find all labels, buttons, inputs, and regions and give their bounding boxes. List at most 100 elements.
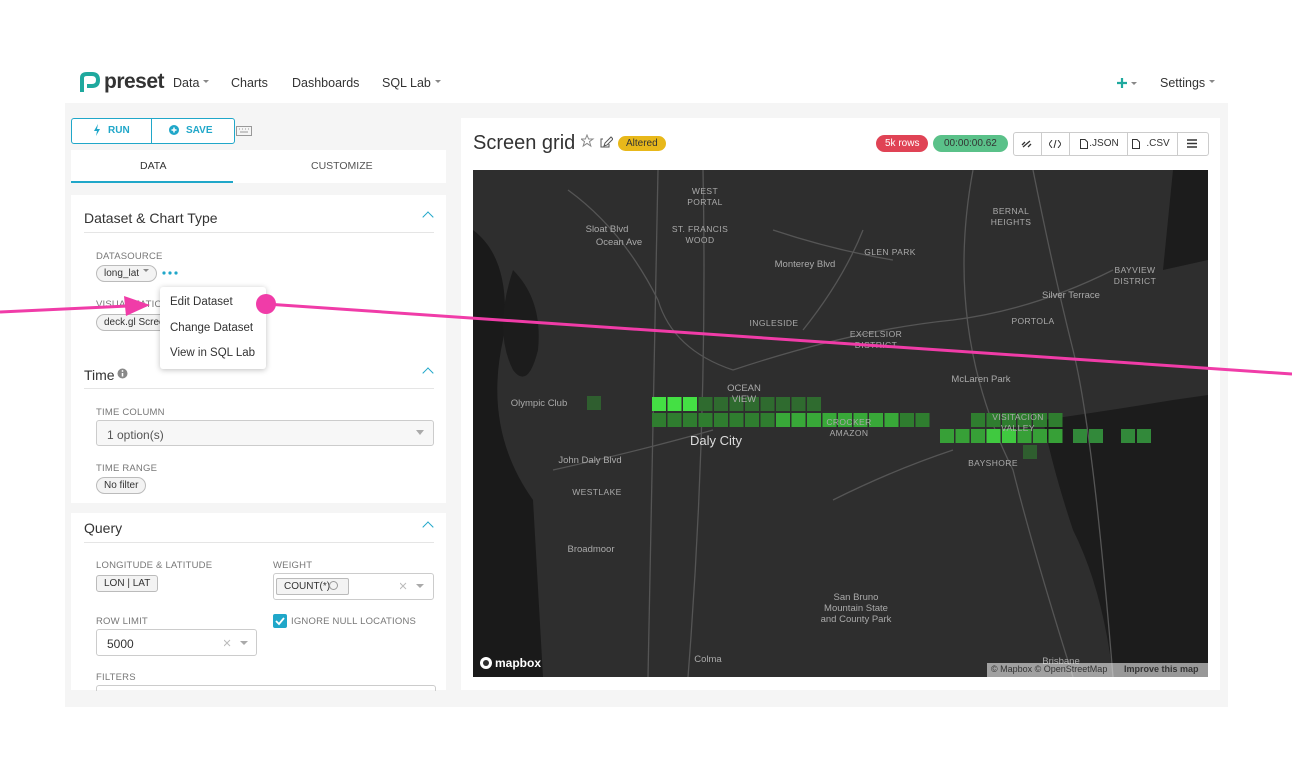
grid-cell	[1048, 429, 1063, 443]
field-label: DATASOURCE	[96, 251, 163, 262]
divider	[84, 388, 434, 389]
grid-cell	[971, 429, 985, 443]
grid-cell	[791, 413, 806, 427]
grid-cell	[915, 413, 930, 427]
lonlat-chip[interactable]: LON | LAT	[96, 575, 159, 592]
title-icons[interactable]	[581, 134, 613, 148]
save-button[interactable]: SAVE	[186, 125, 213, 136]
chart-title[interactable]: Screen grid	[473, 132, 576, 154]
grid-cell	[698, 413, 713, 427]
grid-cell	[1033, 413, 1047, 427]
grid-cell	[667, 413, 682, 427]
divider	[84, 232, 434, 233]
nav-item[interactable]: Dashboards	[292, 76, 360, 90]
grid-cell	[1017, 413, 1032, 427]
map-label: OCEAN VIEW	[727, 383, 761, 405]
section-title[interactable]: Dataset & Chart Type	[84, 210, 218, 226]
field-label: WEIGHT	[273, 560, 313, 571]
map-label: Broadmoor	[567, 544, 615, 555]
grid-cell	[884, 413, 899, 427]
divider	[84, 542, 434, 543]
weight-select[interactable]	[273, 573, 434, 600]
settings[interactable]: Settings	[1160, 76, 1215, 90]
menu-item[interactable]: View in SQL Lab	[170, 347, 256, 359]
tab-indicator	[71, 181, 233, 183]
grid-cell	[1002, 413, 1016, 427]
map-label: Brisbane	[1042, 656, 1080, 667]
menu-item[interactable]: Edit Dataset	[170, 296, 233, 308]
section-title[interactable]: Time	[84, 367, 115, 383]
tab-customize[interactable]: CUSTOMIZE	[311, 160, 373, 172]
keyboard-icon[interactable]	[236, 126, 252, 136]
map-label: McLaren Park	[951, 374, 1011, 385]
nav-item[interactable]: Charts	[231, 76, 268, 90]
checkbox[interactable]	[273, 614, 287, 628]
menu-icon	[1187, 139, 1197, 148]
nav-item[interactable]: Data	[173, 76, 209, 90]
tab-data[interactable]: DATA	[140, 160, 167, 172]
mapbox-icon	[480, 657, 492, 669]
menu-item[interactable]: Change Dataset	[170, 322, 254, 334]
grid-cell	[587, 396, 601, 410]
map-label: GLEN PARK	[864, 247, 916, 257]
grid-cell	[683, 413, 697, 427]
field-label: ROW LIMIT	[96, 616, 148, 627]
csv-button[interactable]: .CSV	[1127, 132, 1179, 156]
plus-icon[interactable]	[1117, 77, 1137, 89]
rows-badge: 5k rows	[876, 135, 929, 152]
section-title[interactable]: Query	[84, 520, 123, 536]
info-icon[interactable]	[117, 368, 128, 379]
filters-box[interactable]	[96, 685, 436, 691]
grid-cell	[652, 413, 666, 427]
dataset-menu	[160, 287, 266, 369]
map-label: WEST PORTAL	[687, 186, 723, 207]
map-label: BAYSHORE	[968, 458, 1018, 468]
map-label: VISITACION VALLEY	[992, 412, 1044, 433]
grid-cell	[683, 397, 697, 411]
clear-caret[interactable]	[400, 582, 424, 590]
grid-cell	[776, 397, 790, 411]
grid-cell	[822, 413, 837, 427]
more-icon[interactable]	[162, 270, 178, 276]
weight-chip[interactable]: COUNT(*)	[276, 578, 350, 595]
grid-cell	[776, 413, 790, 427]
grid-cell	[760, 397, 775, 411]
checkbox-label[interactable]: IGNORE NULL LOCATIONS	[291, 616, 417, 627]
row-limit-select[interactable]: 5000	[96, 629, 257, 656]
divider	[151, 119, 152, 143]
spacer	[71, 503, 446, 513]
improve-map[interactable]: Improve this map	[1124, 664, 1199, 674]
time-range-chip[interactable]: No filter	[96, 477, 147, 494]
grid-cell	[955, 429, 970, 443]
map-label: WESTLAKE	[572, 487, 622, 497]
attribution-bar	[987, 663, 1208, 677]
map-label: BAYVIEW DISTRICT	[1113, 265, 1157, 286]
field-label: FILTERS	[96, 672, 136, 683]
grid-cell	[714, 413, 728, 427]
clear-caret[interactable]	[224, 639, 248, 647]
nav-item[interactable]: SQL Lab	[382, 76, 441, 90]
attribution[interactable]: © Mapbox © OpenStreetMap	[991, 664, 1108, 674]
altered-badge[interactable]: Altered	[618, 136, 666, 151]
run-button[interactable]: RUN	[108, 125, 130, 136]
json-button[interactable]: .JSON	[1069, 132, 1129, 156]
grid-cell	[1017, 429, 1032, 443]
map-label: ST. FRANCIS WOOD	[671, 224, 729, 245]
map-label: Monterey Blvd	[774, 259, 836, 270]
datasource-chip[interactable]: long_lat	[96, 265, 158, 282]
map-label: San Bruno Mountain State and County Park	[820, 592, 892, 625]
save-icon	[169, 125, 179, 135]
time-column-select[interactable]: 1 option(s)	[96, 420, 434, 446]
spacer	[71, 183, 446, 195]
grid-cell	[838, 413, 852, 427]
file-icons	[1080, 139, 1140, 149]
brand[interactable]: preset	[104, 70, 165, 93]
grid-cell	[745, 397, 759, 411]
field-label: TIME COLUMN	[96, 407, 165, 418]
run-icon	[94, 124, 100, 136]
map-label: John Daly Blvd	[558, 455, 622, 466]
grid-cell	[1033, 429, 1047, 443]
grid-cell	[1023, 445, 1037, 459]
mapbox-logo[interactable]: mapbox	[495, 656, 542, 670]
grid-cell	[652, 397, 666, 411]
